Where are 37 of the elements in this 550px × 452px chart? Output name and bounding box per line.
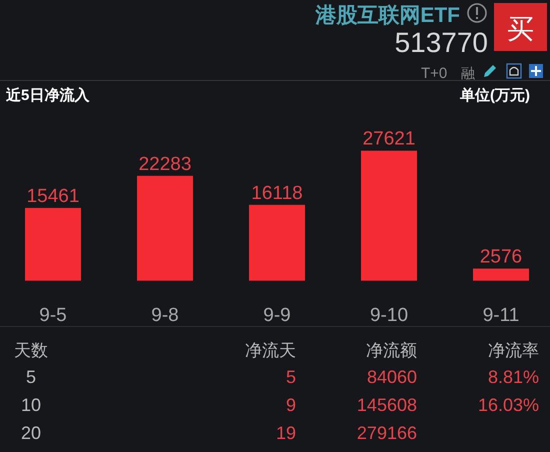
x-tick-label: 9-11 <box>482 305 520 326</box>
data-label: 2576 <box>480 246 522 268</box>
x-tick-label: 9-9 <box>263 305 291 326</box>
x-tick-label: 9-10 <box>370 305 408 326</box>
chart-title: 近5日净流入 <box>5 86 90 104</box>
data-label: 22283 <box>138 154 192 175</box>
text: 8.81% <box>488 367 539 387</box>
bar <box>361 150 417 281</box>
text: 20 <box>20 423 42 443</box>
bar <box>137 176 193 281</box>
text: 16.03% <box>478 395 539 415</box>
text: T+0 <box>421 65 448 82</box>
bar <box>249 204 305 281</box>
text: 19 <box>276 423 296 443</box>
text: 融 <box>461 65 475 81</box>
text: 513770 <box>394 27 488 58</box>
text: 84060 <box>366 367 417 387</box>
y-axis-title: 单位(万元) <box>459 87 530 104</box>
x-tick-label: 9-5 <box>39 305 67 326</box>
data-label: 27621 <box>362 128 416 150</box>
text: 5 <box>286 367 296 387</box>
data-label: 15461 <box>26 186 80 207</box>
text: 天数 <box>14 341 48 360</box>
bar <box>25 208 81 281</box>
data-label: 16118 <box>251 182 303 204</box>
text: 10 <box>20 395 42 415</box>
text: 港股互联网ETF <box>314 4 460 27</box>
bar <box>473 268 529 281</box>
text: 9 <box>286 395 296 415</box>
text: 5 <box>26 367 36 387</box>
text: 净流率 <box>488 341 539 360</box>
x-tick-label: 9-8 <box>151 305 179 326</box>
text: 买 <box>507 14 534 44</box>
text: 145608 <box>356 395 417 415</box>
text: 净流天 <box>245 341 296 360</box>
text: 279166 <box>356 423 417 443</box>
text: 净流额 <box>366 341 417 360</box>
